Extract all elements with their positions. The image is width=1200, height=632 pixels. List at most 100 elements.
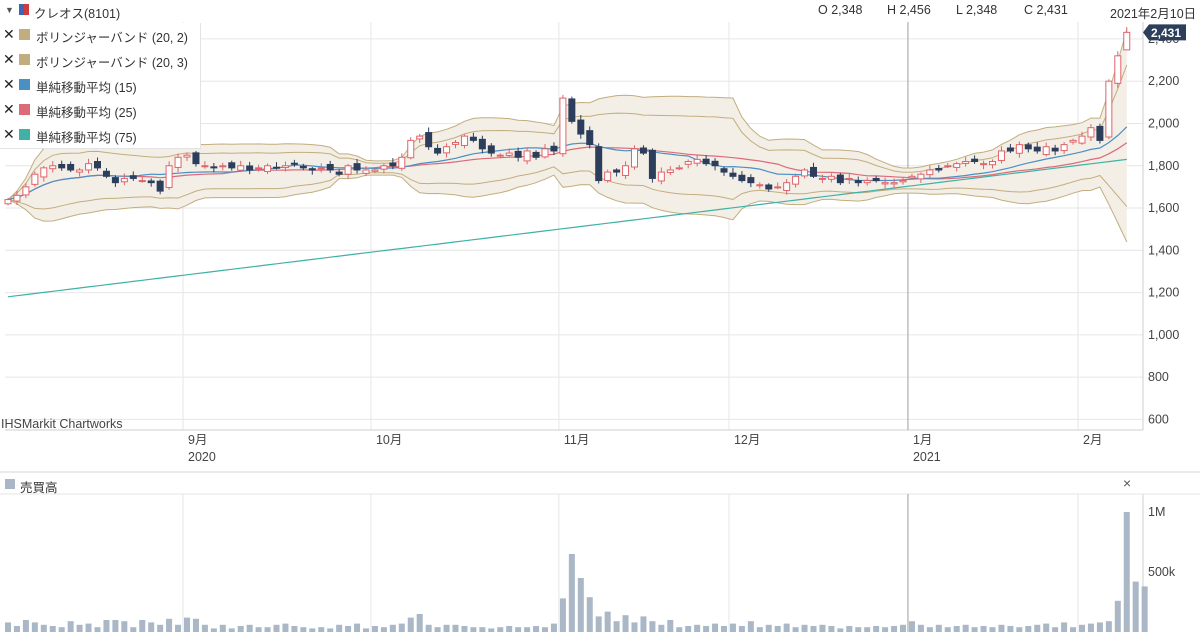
candle-body [1033, 146, 1041, 152]
volume-bar [998, 624, 1005, 632]
candle-body [559, 97, 567, 155]
volume-bar [1114, 600, 1121, 632]
volume-bar [228, 628, 235, 632]
volume-bar [559, 598, 566, 632]
volume-bar [1043, 623, 1050, 632]
volume-bar [327, 628, 334, 632]
candle-body [917, 173, 925, 180]
volume-bar [479, 627, 486, 632]
candle-body [827, 175, 835, 180]
remove-indicator-icon[interactable]: ✕ [3, 26, 15, 42]
remove-indicator-icon[interactable]: ✕ [3, 51, 15, 67]
y-tick-label: 1,600 [1148, 201, 1179, 215]
volume-bar [398, 623, 405, 632]
candle-body [13, 194, 21, 202]
volume-bar [237, 626, 244, 632]
volume-panel-title: 売買高 [20, 481, 58, 495]
candle-body [165, 165, 173, 189]
volume-bar [318, 627, 325, 632]
volume-bar [49, 626, 56, 632]
sma-15-line [7, 126, 1128, 201]
legend-item-bollinger-2: ✕ ボリンジャーバンド (20, 2) [0, 23, 200, 48]
candle-body [335, 171, 343, 175]
candle-body [944, 165, 952, 168]
volume-bar [192, 618, 199, 632]
collapse-caret-icon[interactable]: ▼ [5, 5, 14, 15]
candle-body [147, 180, 155, 184]
volume-bar [85, 623, 92, 632]
volume-bar [604, 611, 611, 632]
candle-body [434, 147, 442, 154]
volume-bar [389, 624, 396, 632]
remove-indicator-icon[interactable]: ✕ [3, 101, 15, 117]
candle-body [237, 165, 245, 171]
volume-bar [1096, 622, 1103, 632]
candle-body [532, 151, 540, 158]
candle-body [505, 152, 513, 156]
volume-bar [291, 626, 298, 632]
candle-body [443, 146, 451, 154]
candle-body [219, 165, 227, 168]
candle-body [138, 180, 146, 183]
candle-body [326, 163, 334, 171]
volume-bar [533, 626, 540, 632]
volume-bar [210, 628, 217, 632]
volume-bar [917, 624, 924, 632]
legend-swatch [19, 129, 30, 140]
candle-body [264, 165, 272, 172]
candle-body [1096, 125, 1104, 141]
volume-bar [550, 623, 557, 632]
volume-bar [810, 626, 817, 632]
volume-bar [622, 615, 629, 632]
volume-bar [577, 578, 584, 632]
candle-body [299, 165, 307, 169]
candle-body [980, 163, 988, 166]
symbol-title: クレオス(8101) [34, 7, 121, 21]
volume-bar [166, 618, 173, 632]
candle-body [398, 156, 406, 169]
volume-bar [873, 626, 880, 632]
volume-bar [667, 620, 674, 632]
flag-icon [19, 4, 29, 15]
volume-bar [1007, 626, 1014, 632]
candle-body [738, 174, 746, 182]
volume-bar [425, 624, 432, 632]
candle-body [317, 167, 325, 170]
volume-bar [31, 622, 38, 632]
candle-body [720, 168, 728, 173]
volume-bar [148, 622, 155, 632]
volume-bar [631, 622, 638, 632]
volume-bar [282, 623, 289, 632]
x-tick-label: 10月 [376, 433, 402, 447]
last-price-label: 2,431 [1151, 26, 1181, 40]
candle-body [102, 170, 110, 177]
volume-bar [524, 627, 531, 632]
volume-bar [703, 626, 710, 632]
close-panel-icon[interactable]: × [1123, 475, 1132, 491]
volume-bar [935, 624, 942, 632]
volume-bar [219, 624, 226, 632]
candle-body [460, 135, 468, 146]
volume-bar [819, 624, 826, 632]
last-price-marker [1143, 24, 1186, 41]
volume-bar [756, 627, 763, 632]
volume-bar [1016, 627, 1023, 632]
candle-body [774, 186, 782, 189]
volume-bar [300, 627, 307, 632]
candle-body [353, 163, 361, 171]
candle-body [881, 182, 889, 185]
legend-label: 単純移動平均 (25) [36, 106, 137, 120]
volume-bar [721, 626, 727, 632]
volume-bar [658, 624, 665, 632]
candle-body [487, 145, 495, 154]
volume-bar [1087, 623, 1094, 632]
candle-body [568, 98, 576, 122]
candle-body [845, 177, 853, 180]
remove-indicator-icon[interactable]: ✕ [3, 126, 15, 142]
volume-bar [407, 617, 414, 632]
volume-tick-label: 500k [1148, 565, 1176, 579]
x-tick-label: 9月 [188, 433, 207, 447]
remove-indicator-icon[interactable]: ✕ [3, 76, 15, 92]
candles [4, 27, 1131, 206]
